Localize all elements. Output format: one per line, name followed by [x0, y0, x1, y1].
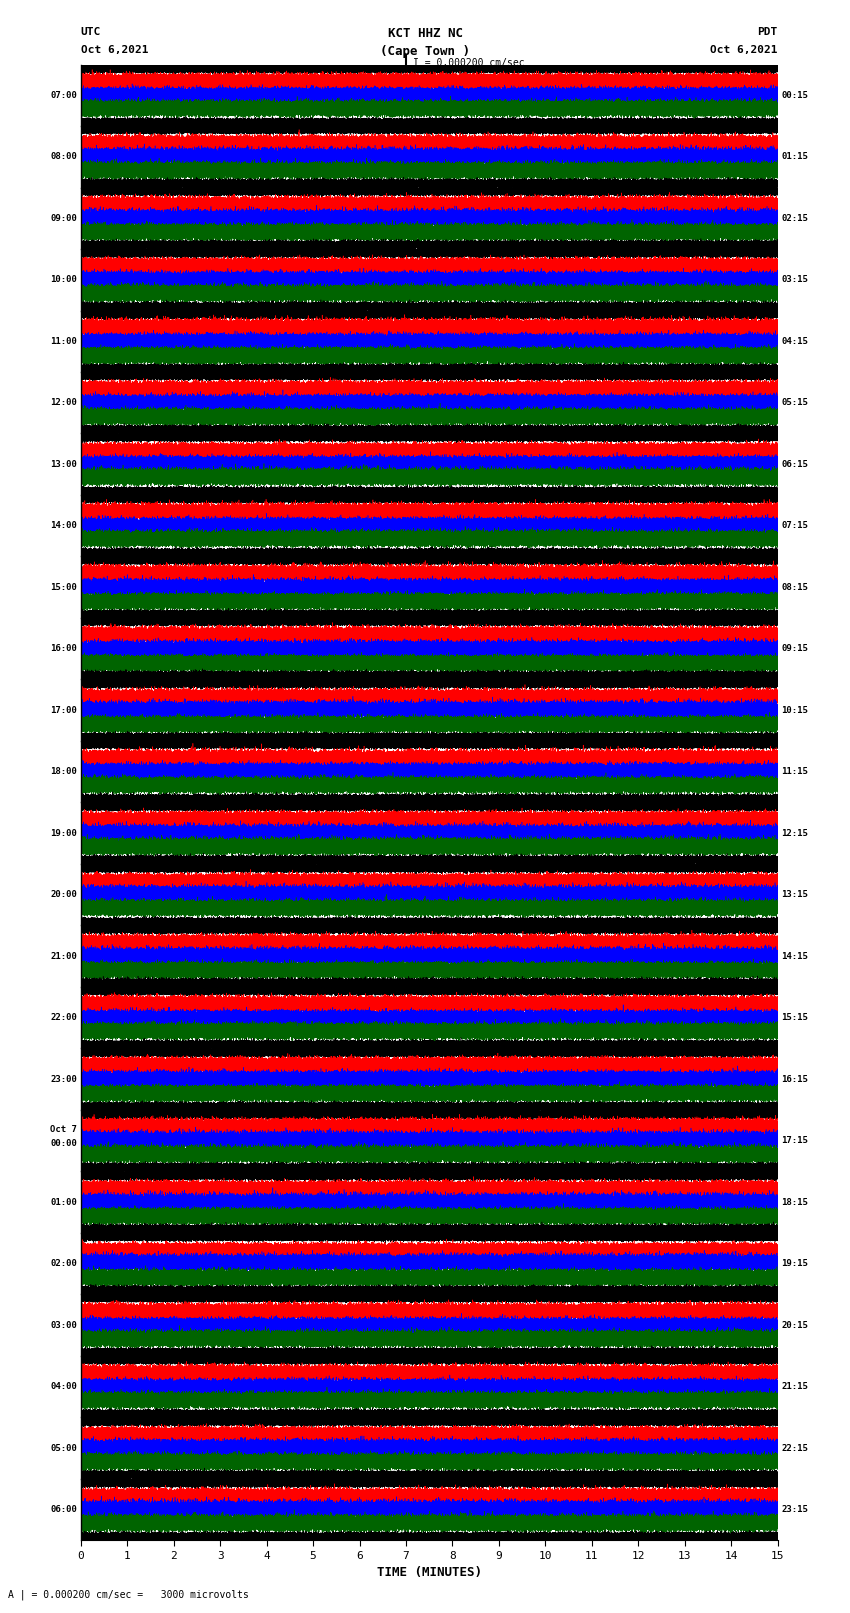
Text: 23:15: 23:15	[781, 1505, 808, 1515]
Text: (Cape Town ): (Cape Town )	[380, 45, 470, 58]
Text: 01:15: 01:15	[781, 152, 808, 161]
Text: 12:00: 12:00	[50, 398, 77, 406]
Text: 00:15: 00:15	[781, 90, 808, 100]
Text: 11:00: 11:00	[50, 337, 77, 345]
Text: 21:15: 21:15	[781, 1382, 808, 1390]
Text: 02:15: 02:15	[781, 215, 808, 223]
Text: 22:00: 22:00	[50, 1013, 77, 1023]
Text: Oct 6,2021: Oct 6,2021	[81, 45, 148, 55]
Text: 20:00: 20:00	[50, 890, 77, 898]
Text: 18:15: 18:15	[781, 1198, 808, 1207]
Text: 18:00: 18:00	[50, 768, 77, 776]
Text: 05:00: 05:00	[50, 1444, 77, 1453]
Text: 14:15: 14:15	[781, 952, 808, 961]
Text: 22:15: 22:15	[781, 1444, 808, 1453]
Text: 16:00: 16:00	[50, 644, 77, 653]
Text: 03:00: 03:00	[50, 1321, 77, 1329]
Text: 04:00: 04:00	[50, 1382, 77, 1390]
Text: 19:00: 19:00	[50, 829, 77, 837]
Text: 19:15: 19:15	[781, 1260, 808, 1268]
Text: 10:00: 10:00	[50, 276, 77, 284]
Text: 00:00: 00:00	[50, 1139, 77, 1148]
Text: 17:00: 17:00	[50, 706, 77, 715]
Text: 15:00: 15:00	[50, 582, 77, 592]
Text: 07:00: 07:00	[50, 90, 77, 100]
Text: 02:00: 02:00	[50, 1260, 77, 1268]
Text: Oct 6,2021: Oct 6,2021	[711, 45, 778, 55]
Text: 08:15: 08:15	[781, 582, 808, 592]
Text: 01:00: 01:00	[50, 1198, 77, 1207]
Text: 10:15: 10:15	[781, 706, 808, 715]
Text: 17:15: 17:15	[781, 1136, 808, 1145]
Text: 14:00: 14:00	[50, 521, 77, 531]
Text: 13:00: 13:00	[50, 460, 77, 469]
Text: I = 0.000200 cm/sec: I = 0.000200 cm/sec	[413, 58, 524, 68]
Text: 04:15: 04:15	[781, 337, 808, 345]
Text: 16:15: 16:15	[781, 1074, 808, 1084]
Text: 06:15: 06:15	[781, 460, 808, 469]
Text: 15:15: 15:15	[781, 1013, 808, 1023]
Text: UTC: UTC	[81, 27, 101, 37]
Text: 03:15: 03:15	[781, 276, 808, 284]
Text: 09:00: 09:00	[50, 215, 77, 223]
Text: 20:15: 20:15	[781, 1321, 808, 1329]
Text: PDT: PDT	[757, 27, 778, 37]
Text: 13:15: 13:15	[781, 890, 808, 898]
Text: 06:00: 06:00	[50, 1505, 77, 1515]
X-axis label: TIME (MINUTES): TIME (MINUTES)	[377, 1566, 482, 1579]
Text: 12:15: 12:15	[781, 829, 808, 837]
Text: A | = 0.000200 cm/sec =   3000 microvolts: A | = 0.000200 cm/sec = 3000 microvolts	[8, 1589, 249, 1600]
Text: 11:15: 11:15	[781, 768, 808, 776]
Text: 21:00: 21:00	[50, 952, 77, 961]
Text: 08:00: 08:00	[50, 152, 77, 161]
Text: Oct 7: Oct 7	[50, 1126, 77, 1134]
Text: 05:15: 05:15	[781, 398, 808, 406]
Text: 23:00: 23:00	[50, 1074, 77, 1084]
Text: 07:15: 07:15	[781, 521, 808, 531]
Text: KCT HHZ NC: KCT HHZ NC	[388, 27, 462, 40]
Text: 09:15: 09:15	[781, 644, 808, 653]
